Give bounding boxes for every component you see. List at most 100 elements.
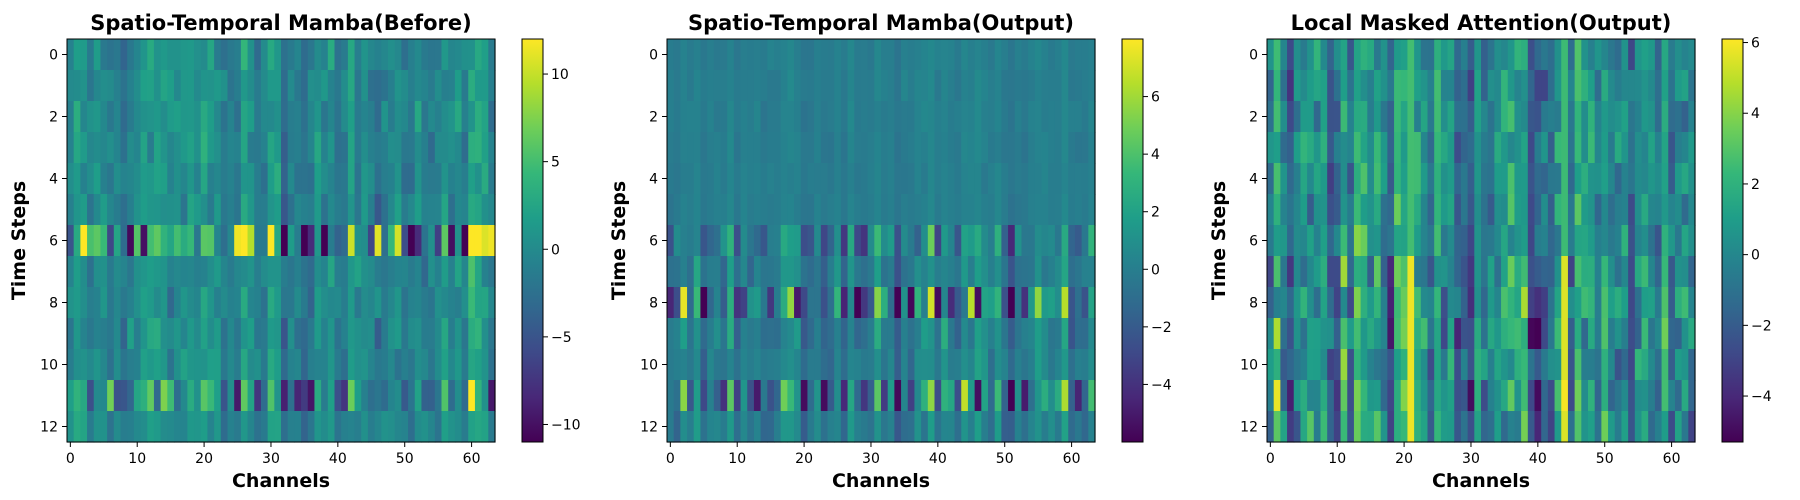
heatmap-cell [887,287,895,319]
heatmap-cell [881,132,889,164]
heatmap-cell [894,132,902,164]
heatmap-cell [1008,70,1016,102]
heatmap-cell [87,380,95,412]
heatmap-cell [260,225,269,257]
heatmap-cell [347,132,356,164]
heatmap-cell [787,225,795,257]
heatmap-cell [954,318,962,350]
heatmap-cell [1648,225,1656,257]
heatmap-cell [1567,411,1576,443]
heatmap-cell [881,70,889,102]
heatmap-cell [673,318,681,350]
heatmap-cell [214,194,222,226]
heatmap-cell [1287,194,1295,226]
heatmap-cell [1267,380,1275,412]
heatmap-cell [1481,70,1489,102]
heatmap-cell [760,256,768,288]
heatmap-cell [1008,39,1016,71]
heatmap-cell [680,287,688,319]
heatmap-cell [834,225,842,257]
heatmap-cell [667,256,675,288]
heatmap-cell [994,318,1002,350]
heatmap-cell [488,318,496,350]
heatmap-cell [220,39,229,71]
heatmap-cell [941,411,949,443]
heatmap-cell [394,256,402,288]
heatmap-cell [1561,318,1569,350]
heatmap-cell [1394,39,1402,71]
heatmap-cell [1634,39,1643,71]
heatmap-cell [727,225,735,257]
heatmap-cell [1367,163,1375,195]
heatmap-cell [1440,39,1449,71]
heatmap-cell [200,101,209,133]
heatmap-cell [448,411,456,443]
heatmap-cell [1654,70,1663,102]
heatmap-cell [961,225,969,257]
heatmap-cell [367,101,376,133]
heatmap-cell [1074,39,1083,71]
heatmap-cell [174,194,182,226]
heatmap-cell [334,101,342,133]
heatmap-cell [1034,287,1043,319]
heatmap-cell [947,194,956,226]
heatmap-cell [227,380,235,412]
heatmap-cell [334,132,342,164]
heatmap-cell [1674,380,1683,412]
heatmap-cell [1601,39,1609,71]
heatmap-cell [1034,163,1043,195]
heatmap-cell [107,132,115,164]
heatmap-cell [673,287,681,319]
heatmap-cell [1581,349,1589,381]
heatmap-cell [1474,163,1482,195]
heatmap-cell [1514,70,1522,102]
heatmap-cell [1333,411,1342,443]
heatmap-cell [1541,318,1549,350]
heatmap-cell [73,101,81,133]
heatmap-cell [687,225,695,257]
heatmap-cell [274,380,282,412]
heatmap-cell [1414,256,1422,288]
heatmap-cell [934,132,942,164]
heatmap-cell [1514,411,1522,443]
heatmap-cell [1014,163,1023,195]
heatmap-cell [1374,163,1382,195]
heatmap-cell [901,194,909,226]
heatmap-cell [354,225,362,257]
heatmap-cell [994,349,1002,381]
heatmap-cell [1634,225,1643,257]
heatmap-cell [1487,163,1495,195]
heatmap-cell [153,194,162,226]
heatmap-cell [720,194,728,226]
heatmap-cell [881,349,889,381]
heatmap-cell [194,132,202,164]
heatmap-cell [327,132,336,164]
heatmap-cell [988,349,996,381]
y-tick-label: 2 [49,110,58,126]
heatmap-cell [740,101,748,133]
heatmap-cell [1333,225,1342,257]
heatmap-cell [281,101,289,133]
heatmap-cell [1681,225,1689,257]
heatmap-cell [787,70,795,102]
heatmap-cell [901,39,909,71]
heatmap-cell [941,39,949,71]
heatmap-cell [1333,318,1342,350]
heatmap-cell [367,411,376,443]
heatmap-cell [881,287,889,319]
heatmap-cell [787,39,795,71]
heatmap-cell [1021,194,1029,226]
heatmap-cell [481,101,489,133]
heatmap-cell [947,349,956,381]
heatmap-cell [814,163,822,195]
colorbar [521,38,544,443]
heatmap-cell [1641,101,1649,133]
heatmap-cell [981,39,989,71]
heatmap-cell [140,349,148,381]
heatmap-cell [1681,194,1689,226]
heatmap-cell [408,318,416,350]
heatmap-cell [760,318,768,350]
heatmap-cell [1320,318,1328,350]
heatmap-cell [1681,70,1689,102]
heatmap-cell [1360,349,1368,381]
